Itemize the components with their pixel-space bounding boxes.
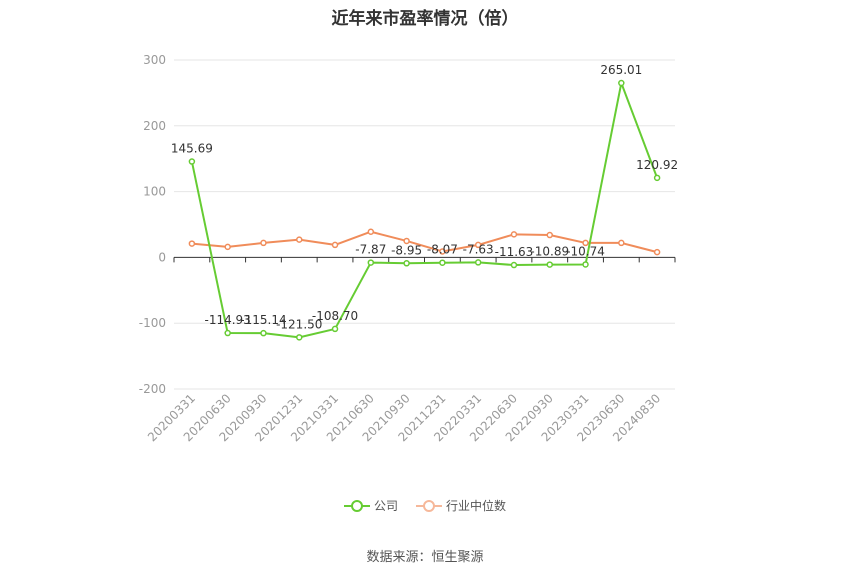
- data-point-company: [224, 329, 231, 337]
- data-point-industry-median: [618, 239, 625, 247]
- data-label-company: -8.95: [391, 243, 422, 257]
- data-point-industry-median: [474, 241, 482, 249]
- y-tick-label: 100: [143, 185, 166, 199]
- y-tick-label: 200: [143, 119, 166, 133]
- data-label-company: -7.87: [355, 243, 386, 257]
- y-tick-label: -200: [139, 382, 166, 396]
- data-point-company: [403, 260, 410, 267]
- data-point-industry-median: [367, 228, 375, 235]
- legend-label-industry-median: 行业中位数: [446, 499, 507, 513]
- data-point-company: [367, 259, 375, 266]
- legend: 公司 行业中位数: [0, 497, 850, 514]
- legend-label-company: 公司: [373, 499, 398, 513]
- data-point-industry-median: [296, 236, 303, 243]
- data-label-company: -11.63: [495, 245, 534, 259]
- chart-title: 近年来市盈率情况（倍）: [331, 9, 519, 29]
- data-point-industry-median: [510, 231, 518, 238]
- data-label-company: -7.63: [463, 242, 494, 256]
- data-point-company: [188, 158, 196, 165]
- series-line-industry-median: [191, 230, 658, 254]
- data-point-industry-median: [224, 243, 231, 251]
- data-label-company: -114.93: [205, 313, 251, 327]
- data-point-industry-median: [582, 239, 589, 247]
- source-note: 数据来源：恒生聚源: [366, 550, 484, 565]
- data-label-company: -115.14: [240, 313, 286, 327]
- data-point-company: [510, 261, 518, 269]
- y-tick-label: -100: [139, 316, 166, 330]
- data-label-company: -10.89: [530, 245, 569, 259]
- data-point-industry-median: [260, 239, 267, 247]
- data-point-company: [439, 259, 446, 266]
- data-point-company: [618, 79, 625, 87]
- series-line-company: [190, 82, 659, 339]
- y-tick-label: 0: [158, 250, 166, 264]
- data-label-company: -8.07: [427, 243, 458, 257]
- data-point-industry-median: [653, 248, 661, 256]
- data-point-industry-median: [546, 231, 553, 239]
- data-point-company: [260, 329, 267, 337]
- data-point-company: [546, 261, 553, 268]
- data-point-company: [653, 174, 661, 182]
- data-label-company: 145.69: [171, 142, 213, 156]
- data-point-company: [474, 259, 482, 266]
- data-point-company: [296, 334, 303, 341]
- data-label-company: -108.70: [312, 309, 358, 323]
- data-label-company: -121.50: [276, 317, 322, 331]
- data-point-company: [331, 325, 339, 333]
- legend-company-marker-icon: [343, 499, 370, 513]
- data-point-industry-median: [403, 237, 410, 245]
- data-label-company: 120.92: [636, 158, 678, 172]
- data-label-company: -10.74: [566, 244, 605, 258]
- data-point-industry-median: [331, 241, 339, 249]
- data-point-industry-median: [439, 248, 446, 255]
- legend-item-industry-median[interactable]: 行业中位数: [416, 497, 506, 514]
- legend-industry-marker-icon: [416, 499, 442, 513]
- data-point-company: [582, 261, 589, 268]
- y-tick-label: 300: [143, 53, 166, 67]
- legend-item-company[interactable]: 公司: [343, 497, 398, 514]
- data-point-industry-median: [188, 240, 196, 247]
- data-label-company: 265.01: [600, 63, 642, 77]
